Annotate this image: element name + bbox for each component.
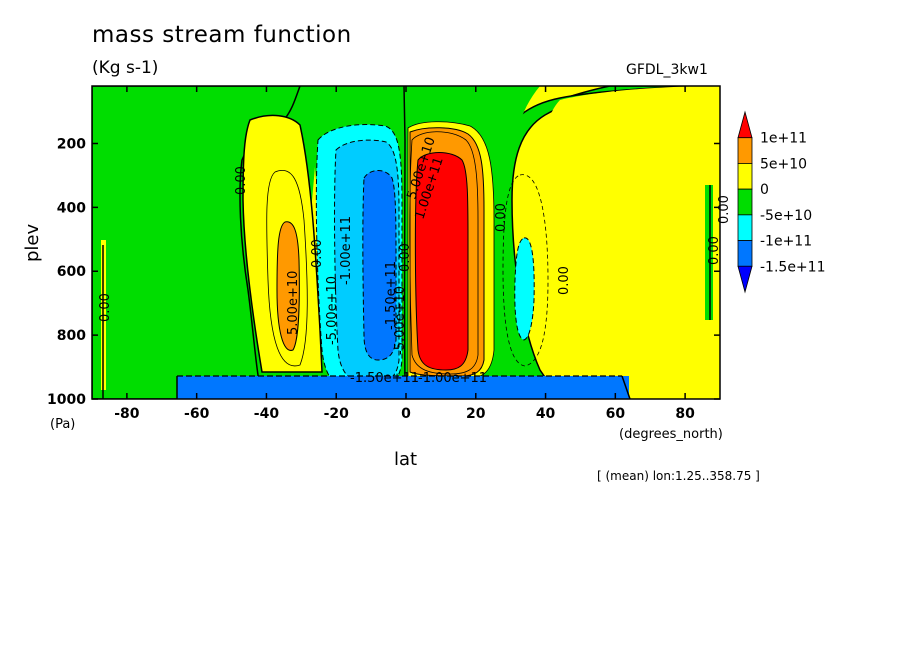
contour-label-zero1: 0.00 xyxy=(234,166,249,195)
x-axis: -80 -60 -40 -20 0 20 40 60 80 xyxy=(114,86,695,422)
x-tick-label-3: -20 xyxy=(324,406,350,422)
y-tick-label-0: 200 xyxy=(57,136,86,152)
plot-area xyxy=(92,86,720,399)
y-axis: 200 400 600 800 1000 xyxy=(47,136,720,408)
contour-sh-outer xyxy=(266,170,308,367)
model-label: GFDL_3kw1 xyxy=(626,62,708,78)
legend-label-1: 5e+10 xyxy=(760,156,807,172)
fill-red-central xyxy=(414,152,469,371)
legend-label-2: 0 xyxy=(760,182,769,198)
y-tick-label-3: 800 xyxy=(57,328,86,344)
x-tick-label-1: -60 xyxy=(184,406,210,422)
fill-blue-surface xyxy=(177,376,629,399)
legend-swatch-6 xyxy=(737,265,753,294)
legend-label-4: -1e+11 xyxy=(760,234,812,250)
footnote: [ (mean) lon:1.25..358.75 ] xyxy=(597,469,760,483)
x-tick-label-8: 80 xyxy=(675,406,695,422)
y-tick-label-2: 600 xyxy=(57,264,86,280)
contour-label-sh-neg2: -1.00e+11 xyxy=(339,216,354,285)
x-axis-unit: (degrees_north) xyxy=(619,427,723,442)
x-tick-label-2: -40 xyxy=(254,406,280,422)
contour-nh-neg-outer xyxy=(502,174,549,367)
contour-label-sh-neg1: -5.00e+10 xyxy=(325,276,340,345)
contour-label-zero3: 0.00 xyxy=(398,243,413,272)
x-tick-label-0: -80 xyxy=(114,406,140,422)
legend: 1e+11 5e+10 0 -5e+10 -1e+11 -1.5e+11 xyxy=(737,110,825,294)
x-tick-label-7: 60 xyxy=(606,406,626,422)
contour-label-zero2: 0.00 xyxy=(310,239,325,268)
contour-red-inner xyxy=(409,131,479,375)
contour-label-surface2: -1.00e+11 xyxy=(418,371,487,386)
legend-swatch-3 xyxy=(737,188,753,216)
fill-cyan-nh xyxy=(514,237,535,341)
contour-label-zero6: 0.00 xyxy=(98,293,113,322)
y-tick-label-4: 1000 xyxy=(47,392,86,408)
contour-label-zero4: 0.00 xyxy=(494,203,509,232)
x-axis-title: lat xyxy=(394,449,417,470)
fill-blue-central xyxy=(362,170,397,361)
legend-label-0: 1e+11 xyxy=(760,131,807,147)
y-axis-unit: (Pa) xyxy=(50,417,75,432)
contour-label-zero7: 0.00 xyxy=(707,236,722,265)
x-tick-label-5: 20 xyxy=(466,406,486,422)
contour-label-sh-neg4: -5.00e+10 xyxy=(393,286,408,355)
legend-swatch-5 xyxy=(737,240,753,267)
contour-label-sh-pos: 5.00e+10 xyxy=(286,271,301,335)
contour-surface-right xyxy=(621,375,631,399)
contour-zero-equator xyxy=(403,86,406,381)
x-tick-label-6: 40 xyxy=(536,406,556,422)
contour-label-zero5: 0.00 xyxy=(557,266,572,295)
legend-label-5: -1.5e+11 xyxy=(760,259,825,275)
legend-swatch-4 xyxy=(737,214,753,241)
y-tick-label-1: 400 xyxy=(57,200,86,216)
fill-orange-sh xyxy=(276,221,300,351)
chart-title: mass stream function xyxy=(92,22,352,48)
chart-units: (Kg s-1) xyxy=(92,58,159,78)
contour-label-sh-neg3: -1.50e+11 xyxy=(384,261,399,330)
fill-yellow-nh-band xyxy=(540,86,720,399)
legend-swatch-1 xyxy=(737,137,753,164)
x-tick-label-4: 0 xyxy=(401,406,411,422)
fill-green-sh-outer xyxy=(92,86,301,399)
legend-label-3: -5e+10 xyxy=(760,208,812,224)
legend-swatch-0 xyxy=(737,110,753,139)
y-axis-title: plev xyxy=(22,223,43,262)
legend-swatch-2 xyxy=(737,163,753,190)
fill-green-edge-right xyxy=(705,185,713,320)
contour-label-surface1: -1.50e+11 xyxy=(350,371,419,386)
